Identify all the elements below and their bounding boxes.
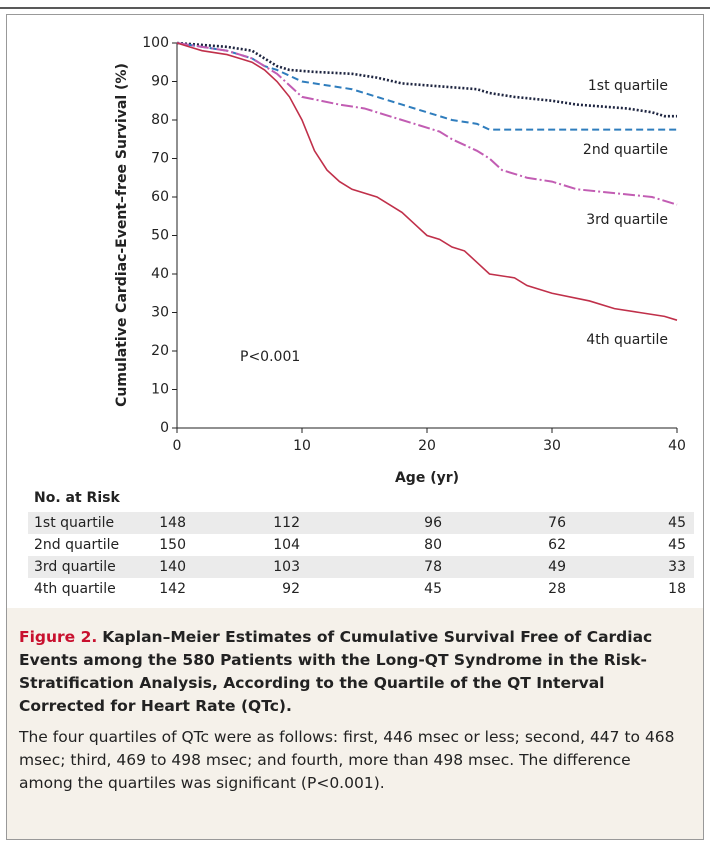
at-risk-count: 62	[548, 537, 566, 553]
at-risk-count: 148	[159, 515, 186, 531]
at-risk-count: 142	[159, 581, 186, 597]
legend-label: 1st quartile	[588, 78, 668, 94]
at-risk-count: 92	[282, 581, 300, 597]
survival-curve	[176, 42, 678, 321]
survival-curve	[176, 42, 677, 131]
legend-label: 2nd quartile	[583, 142, 668, 158]
at-risk-count: 103	[273, 559, 300, 575]
x-tick-label: 40	[668, 438, 686, 454]
at-risk-count: 45	[668, 515, 686, 531]
y-tick-label: 30	[151, 305, 169, 321]
at-risk-count: 28	[548, 581, 566, 597]
x-tick-label: 30	[543, 438, 561, 454]
at-risk-count: 96	[424, 515, 442, 531]
caption-title: Kaplan–Meier Estimates of Cumulative Sur…	[19, 628, 653, 715]
at-risk-count: 78	[424, 559, 442, 575]
row-label: 1st quartile	[34, 515, 114, 531]
at-risk-count: 49	[548, 559, 566, 575]
table-title: No. at Risk	[34, 490, 120, 506]
y-tick-label: 70	[151, 151, 169, 167]
y-tick-label: 80	[151, 112, 169, 128]
y-tick-label: 10	[151, 382, 169, 398]
x-tick-label: 0	[173, 438, 182, 454]
y-tick-label: 50	[151, 228, 169, 244]
at-risk-count: 104	[273, 537, 300, 553]
survival-curve	[176, 42, 678, 206]
row-label: 2nd quartile	[34, 537, 119, 553]
chart: Cumulative Cardiac-Event–free Survival (…	[0, 7, 710, 608]
annotation: P<0.001	[240, 349, 300, 365]
table-row-shade	[28, 512, 694, 534]
at-risk-count: 18	[668, 581, 686, 597]
at-risk-count: 112	[273, 515, 300, 531]
x-tick-label: 10	[293, 438, 311, 454]
at-risk-count: 45	[668, 537, 686, 553]
at-risk-count: 150	[159, 537, 186, 553]
survival-curve	[176, 41, 677, 118]
x-axis-label: Age (yr)	[395, 470, 459, 486]
table-row-shade	[28, 556, 694, 578]
at-risk-count: 33	[668, 559, 686, 575]
y-tick-label: 60	[151, 189, 169, 205]
y-tick-label: 100	[142, 35, 169, 51]
at-risk-count: 76	[548, 515, 566, 531]
caption-label: Figure 2.	[19, 628, 98, 646]
caption: Figure 2. Kaplan–Meier Estimates of Cumu…	[6, 608, 704, 840]
row-label: 3rd quartile	[34, 559, 116, 575]
y-tick-label: 0	[160, 420, 169, 436]
legend-label: 4th quartile	[586, 332, 668, 348]
y-axis-label: Cumulative Cardiac-Event–free Survival (…	[114, 63, 130, 407]
at-risk-count: 45	[424, 581, 442, 597]
legend-label: 3rd quartile	[586, 212, 668, 228]
y-tick-label: 40	[151, 266, 169, 282]
row-label: 4th quartile	[34, 581, 116, 597]
y-tick-label: 20	[151, 343, 169, 359]
at-risk-count: 140	[159, 559, 186, 575]
at-risk-count: 80	[424, 537, 442, 553]
y-tick-label: 90	[151, 74, 169, 90]
x-tick-label: 20	[418, 438, 436, 454]
caption-body: The four quartiles of QTc were as follow…	[19, 728, 675, 792]
